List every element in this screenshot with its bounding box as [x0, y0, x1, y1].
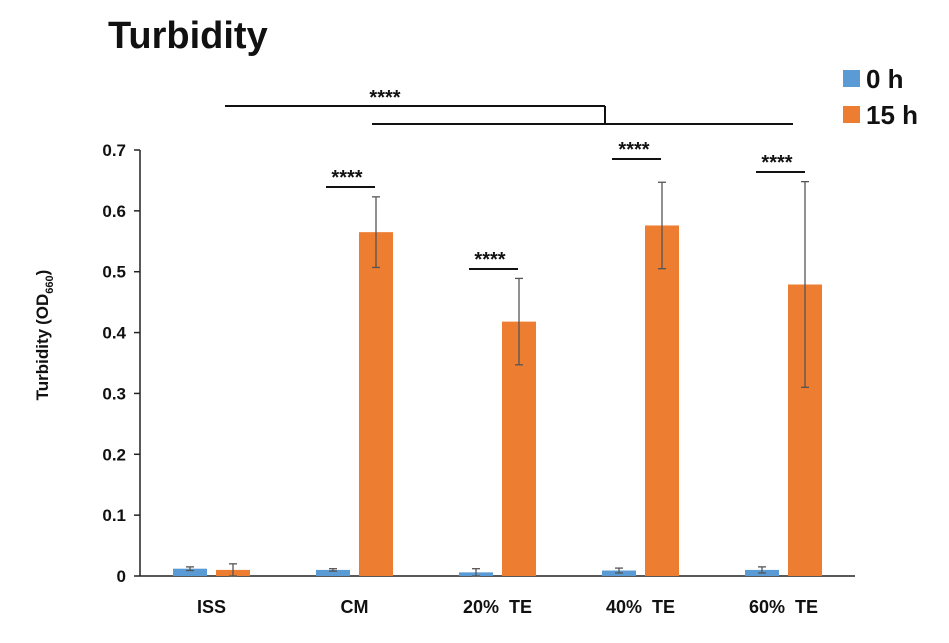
y-axis-label-subscript: 660: [44, 275, 56, 293]
x-category-label: 20% TE: [463, 597, 532, 617]
sig-label-overall: ****: [369, 87, 400, 109]
x-category-label: ISS: [197, 597, 226, 617]
sig-label-20te: ****: [474, 249, 505, 271]
legend-swatch-15h: [843, 106, 860, 123]
bar-15h: [359, 232, 393, 576]
chart-title: Turbidity: [108, 15, 268, 57]
y-axis-label: Turbidity (OD660): [33, 270, 56, 401]
legend-label-15h: 15 h: [866, 100, 918, 130]
legend-label-0h: 0 h: [866, 64, 904, 94]
bars: [173, 225, 822, 576]
y-tick-label: 0.5: [102, 263, 126, 282]
y-tick-label: 0.7: [102, 141, 126, 160]
y-tick-label: 0.6: [102, 202, 126, 221]
x-category-label: 60% TE: [749, 597, 818, 617]
y-tick-label: 0.2: [102, 445, 126, 464]
sig-label-60te: ****: [761, 152, 792, 174]
y-tick-label: 0: [117, 567, 126, 586]
significance-annotations: [225, 105, 805, 270]
y-axis-label-main: Turbidity: [33, 328, 52, 400]
bar-0h: [316, 569, 350, 576]
y-axis-label-unit: (OD: [33, 294, 52, 325]
legend: 0 h 15 h: [843, 64, 918, 130]
x-category-label: 40% TE: [606, 597, 675, 617]
y-tick-label: 0.1: [102, 506, 126, 525]
legend-swatch-0h: [843, 70, 860, 87]
y-tick-label: 0.3: [102, 384, 126, 403]
sig-label-40te: ****: [618, 139, 649, 161]
y-axis-label-close: ): [33, 270, 52, 276]
bar-0h: [173, 568, 207, 576]
error-bars: [186, 180, 809, 577]
y-tick-label: 0.4: [102, 324, 126, 343]
bar-15h: [645, 225, 679, 576]
x-category-label: CM: [341, 597, 369, 617]
y-ticks: 0 0.1 0.2 0.3 0.4 0.5 0.6 0.7: [102, 141, 140, 586]
x-categories: ISS CM 20% TE 40% TE 60% TE: [197, 597, 818, 617]
sig-label-cm: ****: [331, 167, 362, 189]
